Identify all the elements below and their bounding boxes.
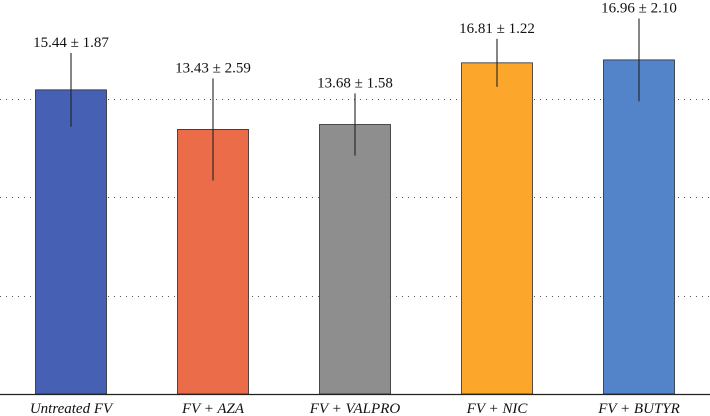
data-label-fv-nic: 16.81 ± 1.22 xyxy=(459,21,535,37)
error-bar-layer xyxy=(70,18,640,181)
x-tick-label-fv-aza: FV + AZA xyxy=(181,401,245,416)
bar-fv-nic xyxy=(461,62,533,395)
x-tick-label-fv-nic: FV + NIC xyxy=(466,401,529,416)
x-tick-label-fv-valpro: FV + VALPRO xyxy=(309,401,401,416)
x-tick-label-untreated-fv: Untreated FV xyxy=(30,401,114,416)
data-label-untreated-fv: 15.44 ± 1.87 xyxy=(33,35,109,51)
x-tick-label-layer: Untreated FV FV + AZA FV + VALPRO FV + NIC F… xyxy=(30,401,680,416)
data-label-layer: 15.44 ± 1.87 13.43 ± 2.59 13.68 ± 1.58 16.8… xyxy=(33,1,677,92)
data-label-fv-valpro: 13.68 ± 1.58 xyxy=(317,75,393,91)
bar-fv-butyr xyxy=(603,59,675,395)
x-tick-label-fv-butyr: FV + BUTYR xyxy=(597,401,680,416)
bar-fv-valpro xyxy=(319,124,391,395)
bar-untreated-fv xyxy=(35,89,107,395)
data-label-fv-aza: 13.43 ± 2.59 xyxy=(175,60,251,76)
data-label-fv-butyr: 16.96 ± 2.10 xyxy=(601,1,677,17)
